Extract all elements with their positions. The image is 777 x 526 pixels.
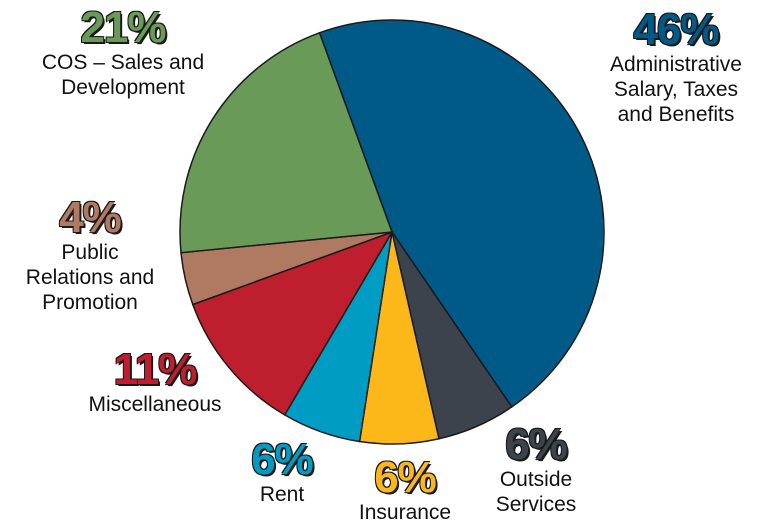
slice-label: 6% Insurance <box>359 456 451 525</box>
category-label: Outside Services <box>495 468 577 516</box>
slice-label: 6% Rent <box>251 435 314 507</box>
slice-label: 46% Administrative Salary, Taxes and Bene… <box>610 8 742 127</box>
percent-label: 21% <box>80 3 166 52</box>
slice-label: 11% Miscellaneous <box>88 348 221 417</box>
category-label: Administrative Salary, Taxes and Benefit… <box>610 53 742 126</box>
slice-label: 21% COS – Sales and Development <box>42 6 204 100</box>
percent-label: 6% <box>505 420 568 469</box>
percent-label: 6% <box>374 453 437 502</box>
percent-label: 4% <box>59 193 122 242</box>
percent-label: 46% <box>633 5 719 54</box>
category-label: Public Relations and Promotion <box>25 241 155 314</box>
category-label: Insurance <box>358 501 452 524</box>
pie-slice <box>179 31 394 254</box>
category-label: COS – Sales and Development <box>41 51 205 99</box>
slice-label: 4% Public Relations and Promotion <box>26 196 154 315</box>
pie-slice <box>318 19 605 408</box>
percent-label: 6% <box>251 435 314 484</box>
pie-slice <box>191 230 394 416</box>
category-label: Miscellaneous <box>88 393 222 416</box>
slice-label: 6% Outside Services <box>496 423 577 517</box>
percent-label: 11% <box>113 345 198 394</box>
category-label: Rent <box>259 483 305 506</box>
